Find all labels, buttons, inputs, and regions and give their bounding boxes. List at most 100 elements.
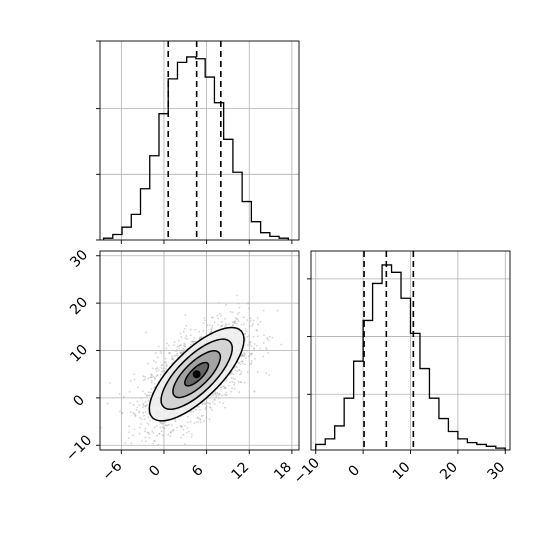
hist-y-x-tick-label: 30 xyxy=(484,459,508,483)
scatter-point xyxy=(178,345,181,347)
scatter-point xyxy=(164,357,167,360)
scatter-point xyxy=(106,402,109,405)
scatter-point xyxy=(231,372,233,375)
scatter-point xyxy=(232,377,235,380)
scatter-point xyxy=(171,355,174,358)
scatter-point xyxy=(243,355,246,358)
scatter-point xyxy=(190,433,193,436)
scatter-point xyxy=(237,380,240,383)
scatter-point xyxy=(138,416,141,419)
scatter-point xyxy=(218,313,221,315)
scatter-point xyxy=(176,345,179,348)
scatter-point xyxy=(246,371,249,373)
scatter-point xyxy=(276,309,279,312)
scatter-point xyxy=(217,397,220,399)
scatter-point xyxy=(219,325,222,328)
scatter-point xyxy=(248,341,251,343)
scatter-point xyxy=(147,394,150,397)
scatter-point xyxy=(152,442,155,445)
scatter-point xyxy=(253,343,256,345)
scatter-point xyxy=(152,375,155,378)
scatter-point xyxy=(238,306,241,309)
scatter-point xyxy=(155,424,158,427)
scatter-point xyxy=(149,391,152,394)
scatter-point xyxy=(252,323,255,325)
scatter-point xyxy=(232,373,235,376)
density-contour xyxy=(160,338,233,410)
scatter-point xyxy=(139,426,141,429)
scatter-point xyxy=(155,370,158,373)
scatter-y-tick-label: 30 xyxy=(67,247,91,271)
scatter-point xyxy=(182,331,185,333)
scatter-point xyxy=(132,403,135,406)
scatter-x-tick-label: 0 xyxy=(146,462,164,480)
scatter-point xyxy=(132,411,135,414)
scatter-point xyxy=(263,334,265,337)
scatter-point xyxy=(204,402,207,405)
scatter-point xyxy=(146,394,148,396)
scatter-point xyxy=(199,418,201,420)
scatter-point xyxy=(244,328,247,330)
scatter-point xyxy=(169,352,171,355)
scatter-point xyxy=(217,301,220,304)
scatter-point xyxy=(119,410,121,413)
scatter-point xyxy=(267,339,270,342)
scatter-point xyxy=(184,337,187,340)
scatter-y-tick-label: 10 xyxy=(67,342,91,366)
scatter-point xyxy=(150,381,153,384)
scatter-point xyxy=(225,303,227,306)
scatter-point xyxy=(164,424,167,427)
scatter-point xyxy=(161,434,164,437)
scatter-point xyxy=(214,392,217,395)
scatter-point xyxy=(249,319,252,322)
scatter-point xyxy=(250,345,253,348)
scatter-point xyxy=(262,309,265,312)
scatter-point xyxy=(249,343,251,346)
scatter-point xyxy=(249,363,252,366)
scatter-point xyxy=(128,431,130,434)
scatter-point xyxy=(230,377,233,379)
scatter-point xyxy=(161,364,164,366)
scatter-point xyxy=(214,391,217,393)
scatter-point xyxy=(148,433,150,435)
scatter-point xyxy=(155,368,157,370)
scatter-x-tick-label: 12 xyxy=(228,459,252,483)
hist-y-x-tick-label: 0 xyxy=(345,462,363,480)
scatter-point xyxy=(148,436,151,439)
scatter-point xyxy=(186,421,189,424)
scatter-point xyxy=(206,401,209,404)
scatter-point xyxy=(184,343,187,346)
scatter-point xyxy=(157,369,160,372)
scatter-point xyxy=(235,366,238,368)
scatter-point xyxy=(180,336,183,339)
scatter-point xyxy=(203,316,206,319)
scatter-point xyxy=(241,362,244,365)
scatter-point xyxy=(166,424,169,427)
scatter-point xyxy=(254,357,256,360)
scatter-point xyxy=(155,361,157,364)
scatter-point xyxy=(206,324,209,327)
scatter-point xyxy=(238,369,241,372)
scatter-point xyxy=(208,418,211,421)
scatter-point xyxy=(163,427,166,430)
scatter-point xyxy=(244,332,246,335)
scatter-point xyxy=(252,319,255,322)
scatter-point xyxy=(217,317,220,320)
scatter-point xyxy=(165,342,168,345)
scatter-point xyxy=(262,342,265,344)
scatter-point xyxy=(147,423,150,426)
scatter-point xyxy=(268,335,271,338)
scatter-point xyxy=(199,421,202,424)
scatter-point xyxy=(193,337,196,339)
scatter-point xyxy=(231,381,234,383)
scatter-point xyxy=(219,388,222,391)
scatter-point xyxy=(144,392,147,395)
scatter-point xyxy=(172,357,175,359)
scatter-point xyxy=(259,320,262,323)
scatter-point xyxy=(128,390,131,393)
scatter-point xyxy=(143,418,146,421)
scatter-point xyxy=(179,332,182,335)
scatter-point xyxy=(181,425,184,428)
hist-x-step-line xyxy=(102,56,289,240)
scatter-point xyxy=(159,426,162,429)
